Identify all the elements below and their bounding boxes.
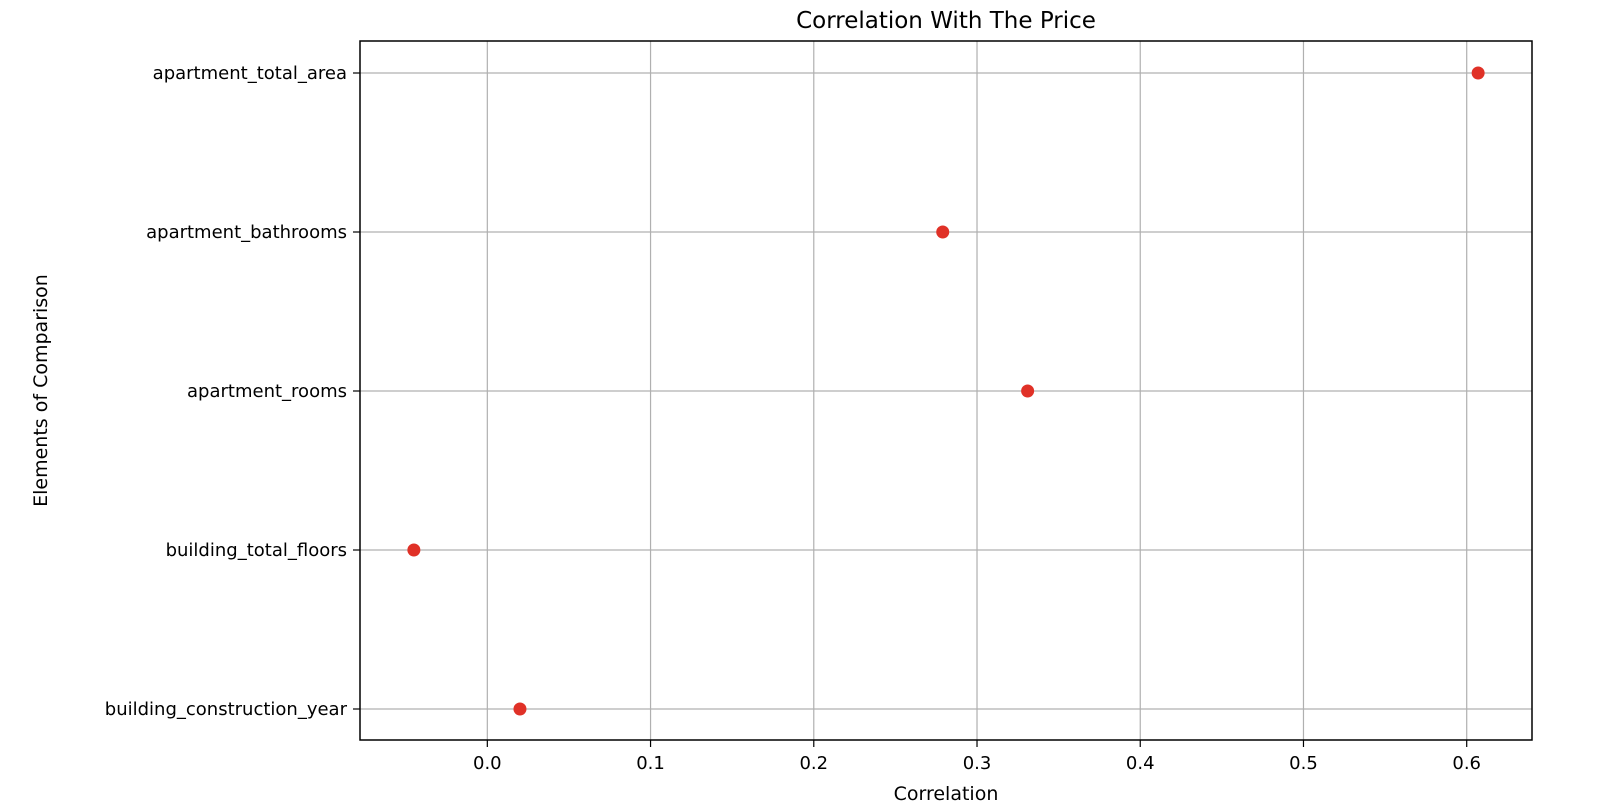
x-tick-label: 0.0	[473, 753, 502, 774]
x-tick-label: 0.6	[1452, 753, 1481, 774]
x-axis-label: Correlation	[894, 783, 999, 805]
x-tick-label: 0.1	[636, 753, 665, 774]
data-point	[407, 543, 421, 557]
y-tick-label: building_total_floors	[166, 540, 347, 561]
x-axis-ticks: 0.0 0.1 0.2 0.3 0.4 0.5 0.6	[473, 740, 1481, 774]
y-axis-ticks: apartment_total_area apartment_bathroomsa…	[105, 63, 360, 720]
points-layer	[407, 66, 1485, 716]
y-tick-label: building_construction_year	[105, 699, 348, 720]
y-tick-label: apartment_rooms	[187, 381, 347, 402]
chart-title: Correlation With The Price	[796, 8, 1096, 34]
y-tick-label: apartment_bathrooms	[146, 222, 347, 243]
data-point	[936, 225, 950, 239]
data-point	[513, 702, 527, 716]
x-tick-label: 0.4	[1126, 753, 1155, 774]
grid-layer	[360, 41, 1532, 740]
y-tick-label: apartment_total_area	[153, 63, 347, 84]
data-point	[1021, 384, 1035, 398]
x-tick-label: 0.2	[799, 753, 828, 774]
x-tick-label: 0.3	[963, 753, 992, 774]
x-tick-label: 0.5	[1289, 753, 1318, 774]
y-axis-label: Elements of Comparison	[30, 274, 52, 507]
data-point	[1471, 66, 1485, 80]
